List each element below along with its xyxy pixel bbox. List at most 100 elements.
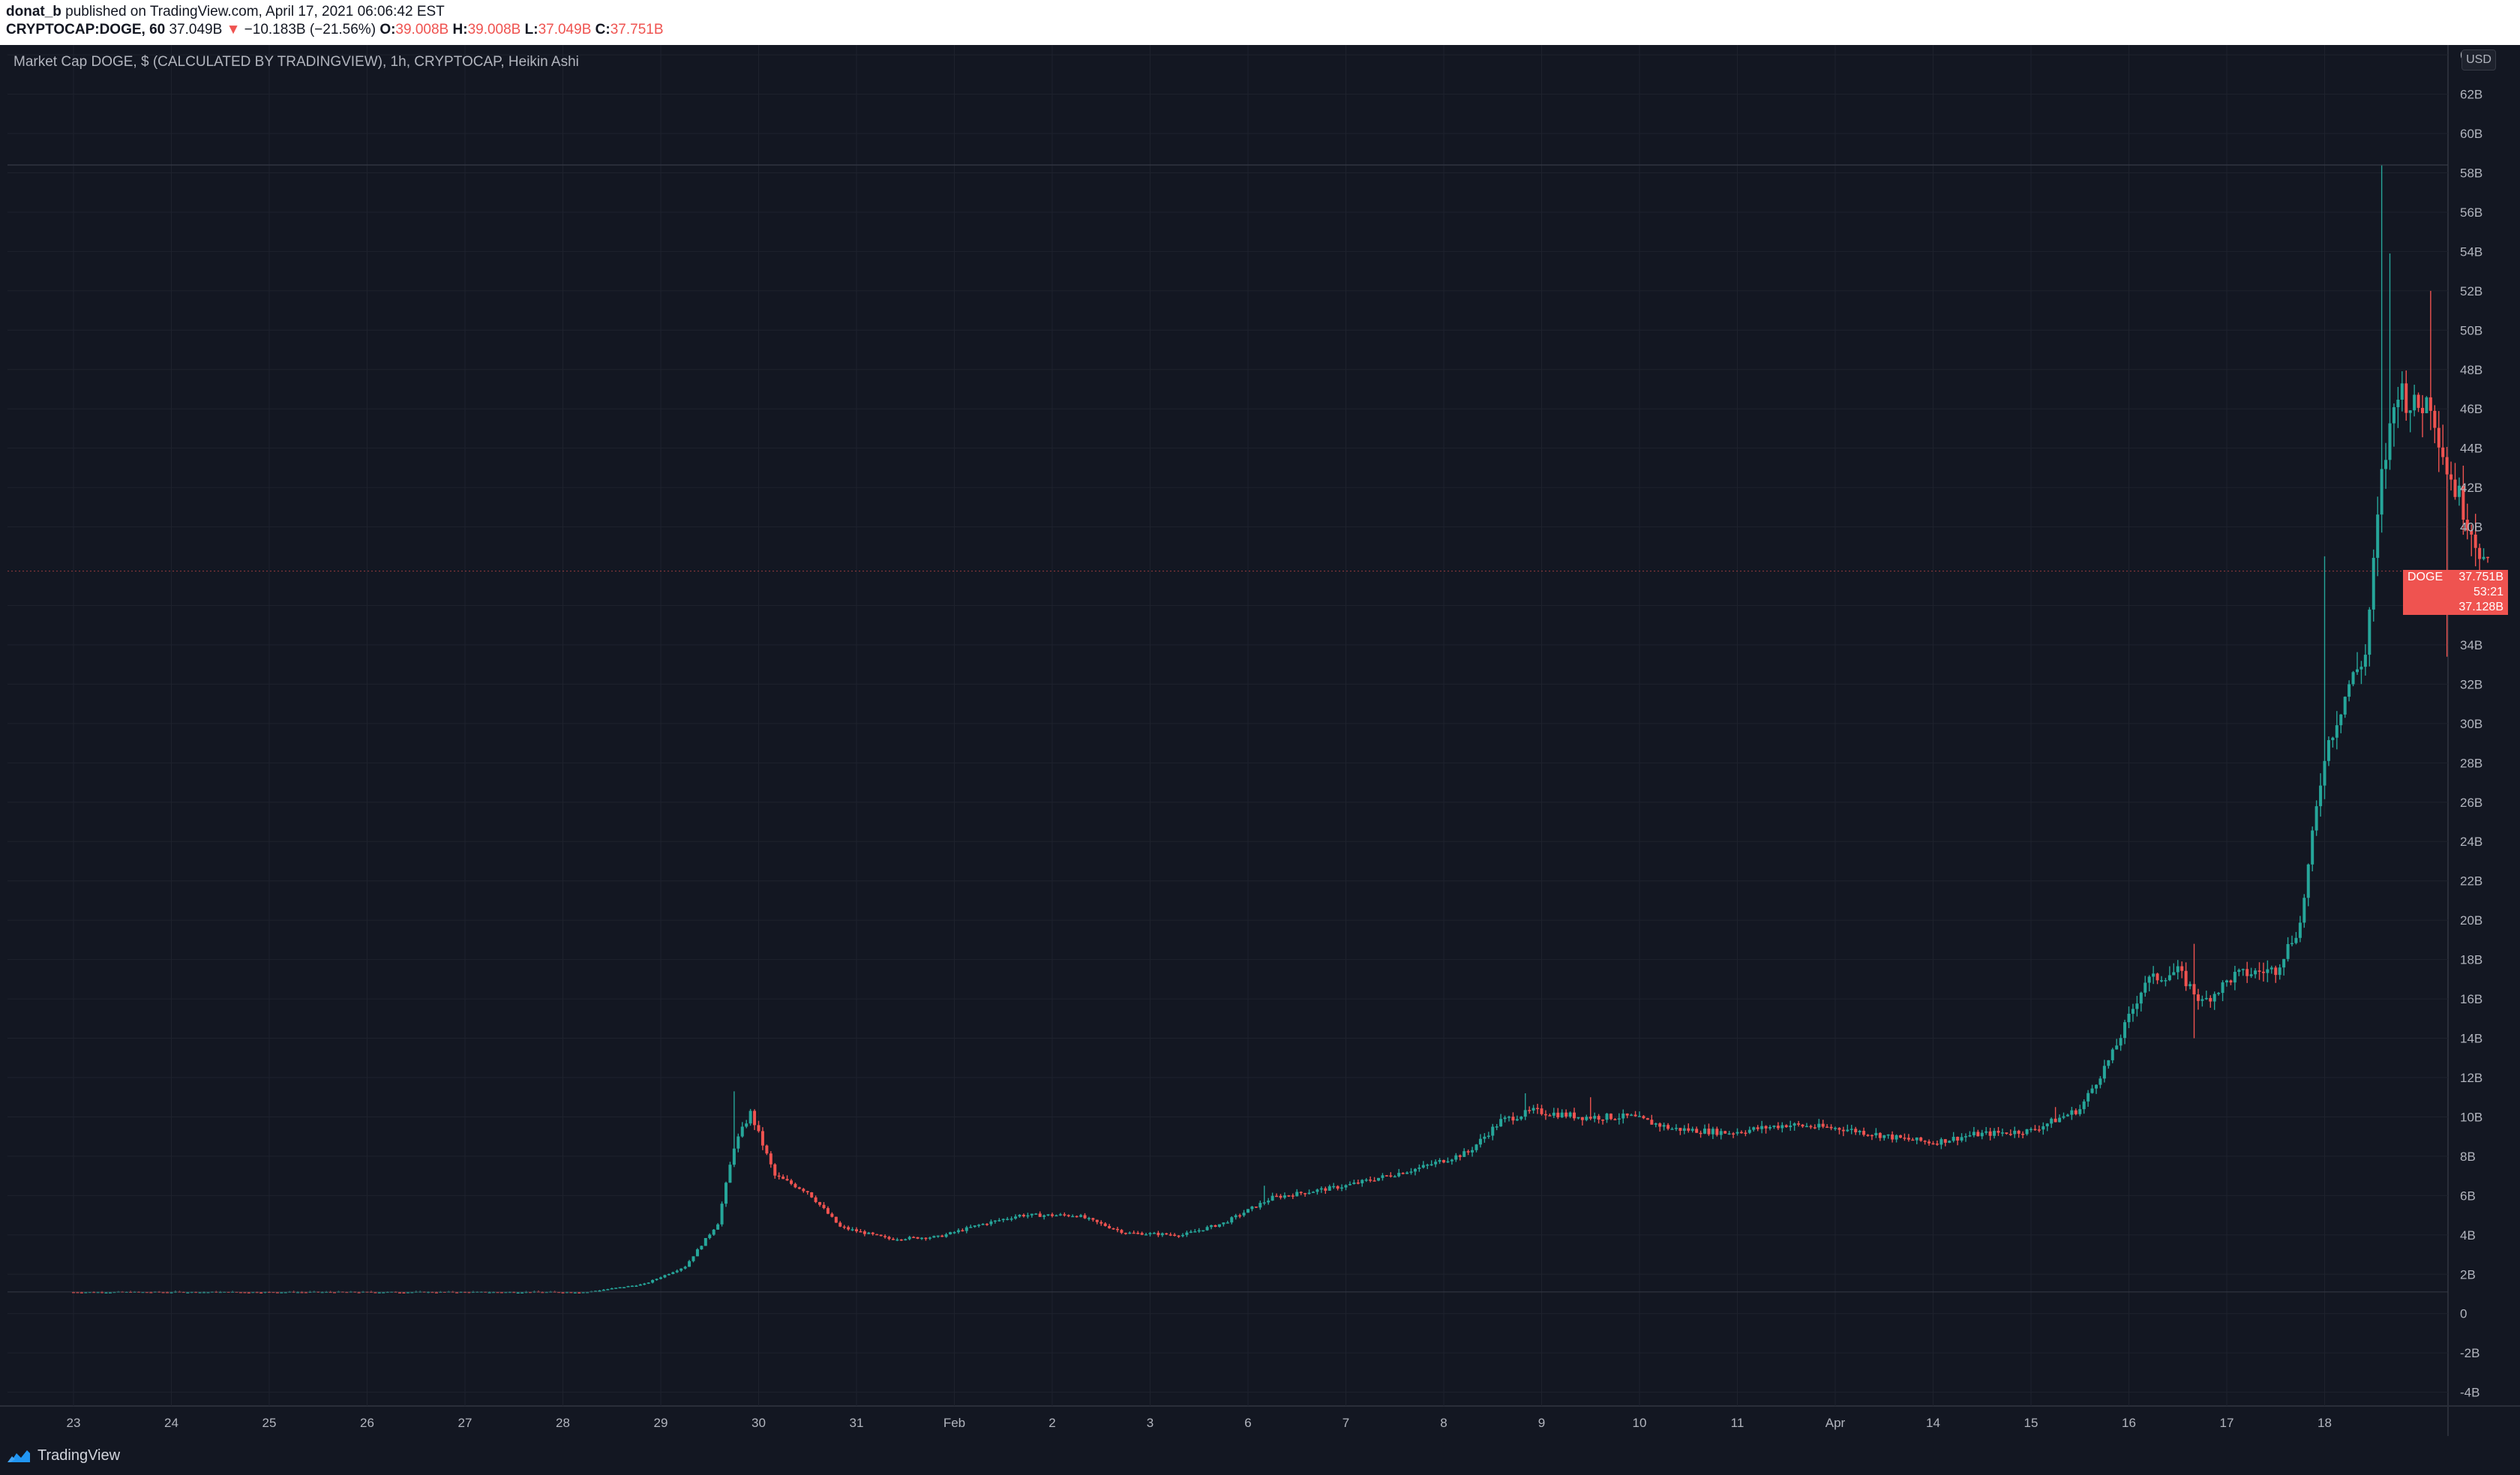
candle-body [1046, 1214, 1050, 1216]
x-tick-label: 27 [458, 1416, 472, 1430]
candle-body [561, 1292, 565, 1294]
candle-body [1214, 1225, 1217, 1227]
chart-area[interactable]: 6 4B 62B 60B 58B 56B 54B 52B 50B 48B 46B 44B 42B 40B 3… [0, 45, 2520, 1436]
candle-body [1022, 1215, 1025, 1217]
candle-body [2453, 479, 2457, 497]
currency-button[interactable]: USD [2462, 49, 2496, 70]
candle-body [218, 1291, 222, 1294]
candle-body [1841, 1129, 1845, 1132]
candle-body [1364, 1180, 1368, 1181]
candle-body [1087, 1218, 1090, 1219]
candle-body [1564, 1112, 1568, 1117]
tradingview-brand[interactable]: TradingView [6, 1445, 120, 1466]
time-axis[interactable]: 23 24 25 26 27 28 29 30 31 Feb 2 3 6 7 8 9 10 11 Apr 14 15 16… [67, 1416, 2332, 1430]
candle-body [2400, 383, 2404, 400]
candle-body [2388, 423, 2392, 460]
candle-body [145, 1291, 148, 1294]
candle-body [2168, 975, 2171, 981]
candle-body [2025, 1129, 2029, 1135]
candle-body [1242, 1213, 1246, 1216]
candle-body [1075, 1216, 1078, 1218]
candle-body [2368, 609, 2372, 655]
candle-body [2098, 1078, 2102, 1085]
candle-body [961, 1230, 964, 1232]
candle-body [1654, 1123, 1658, 1125]
candle-body [1625, 1113, 1629, 1116]
candle-body [1670, 1129, 1674, 1130]
candle-body [1650, 1120, 1654, 1125]
candle-body [2266, 969, 2270, 973]
candle-body [1372, 1180, 1376, 1182]
price-axis[interactable]: 64B62B60B58B56B54B52B50B48B46B44B42B40B3… [2460, 48, 2482, 1400]
candle-body [504, 1291, 508, 1294]
candle-body [977, 1225, 981, 1226]
y-tick-label: -2B [2460, 1346, 2480, 1360]
candle-body [1972, 1132, 1976, 1136]
y-tick-label: 12B [2460, 1071, 2482, 1085]
candle-body [557, 1291, 561, 1294]
published-text: published on TradingView.com, April 17, … [61, 4, 445, 19]
candle-body [1878, 1132, 1882, 1138]
candle-body [2450, 474, 2453, 480]
candle-body [964, 1227, 968, 1231]
candle-body [1083, 1215, 1087, 1219]
candle-body [2360, 667, 2363, 670]
candle-body [1630, 1114, 1634, 1117]
candle-body [1397, 1173, 1401, 1177]
chart-legend[interactable]: Market Cap DOGE, $ (CALCULATED BY TRADIN… [14, 54, 579, 70]
candle-body [1964, 1136, 1967, 1138]
candle-body [1307, 1192, 1311, 1195]
candle-body [842, 1226, 846, 1228]
candle-body [76, 1291, 80, 1294]
candle-body [2212, 994, 2216, 1002]
chart-header: donat_b published on TradingView.com, Ap… [0, 0, 2520, 42]
candle-body [1030, 1213, 1034, 1216]
candle-body [2164, 980, 2168, 982]
candle-body [296, 1291, 300, 1294]
candle-body [879, 1234, 883, 1237]
candle-body [2323, 760, 2326, 786]
candle-body [912, 1237, 916, 1239]
candle-body [1001, 1219, 1005, 1221]
candle-body [1312, 1192, 1315, 1193]
y-tick-label: 34B [2460, 638, 2482, 652]
candle-body [2066, 1114, 2069, 1117]
candle-body [2425, 397, 2428, 414]
x-tick-label: 30 [752, 1416, 766, 1430]
y-tick-label: 42B [2460, 481, 2482, 495]
candle-body [704, 1237, 707, 1246]
candle-body [1079, 1215, 1083, 1217]
candle-body [904, 1239, 908, 1241]
candle-body [1450, 1159, 1454, 1162]
candle-body [1413, 1168, 1417, 1172]
candle-body [757, 1125, 760, 1132]
candle-body [2396, 400, 2400, 408]
price-chart[interactable]: 6 4B 62B 60B 58B 56B 54B 52B 50B 48B 46B 44B 42B 40B 3… [0, 45, 2520, 1436]
candle-body [1295, 1192, 1299, 1197]
candle-body [838, 1222, 842, 1227]
candle-body [1915, 1137, 1918, 1141]
open-label: O: [380, 22, 396, 37]
candle-body [683, 1267, 687, 1269]
candle-body [822, 1204, 826, 1209]
candle-body [2144, 982, 2147, 993]
candle-body [1528, 1110, 1532, 1111]
badge-countdown: 53:21 [2473, 586, 2504, 598]
candle-body [1809, 1126, 1813, 1128]
candle-body [1471, 1150, 1474, 1153]
author-name[interactable]: donat_b [6, 4, 62, 19]
candle-body [2008, 1134, 2012, 1135]
candle-body [1389, 1175, 1393, 1177]
candle-body [410, 1291, 414, 1294]
candle-body [2095, 1084, 2098, 1089]
candle-body [2348, 684, 2351, 697]
candle-body [1197, 1230, 1201, 1232]
candle-body [1282, 1195, 1286, 1198]
candle-body [986, 1224, 988, 1225]
candle-body [732, 1148, 736, 1165]
y-tick-label: 10B [2460, 1110, 2482, 1124]
candle-body [516, 1292, 520, 1294]
candle-body [720, 1204, 724, 1225]
candle-body [2115, 1045, 2119, 1050]
candle-body [1634, 1114, 1637, 1117]
